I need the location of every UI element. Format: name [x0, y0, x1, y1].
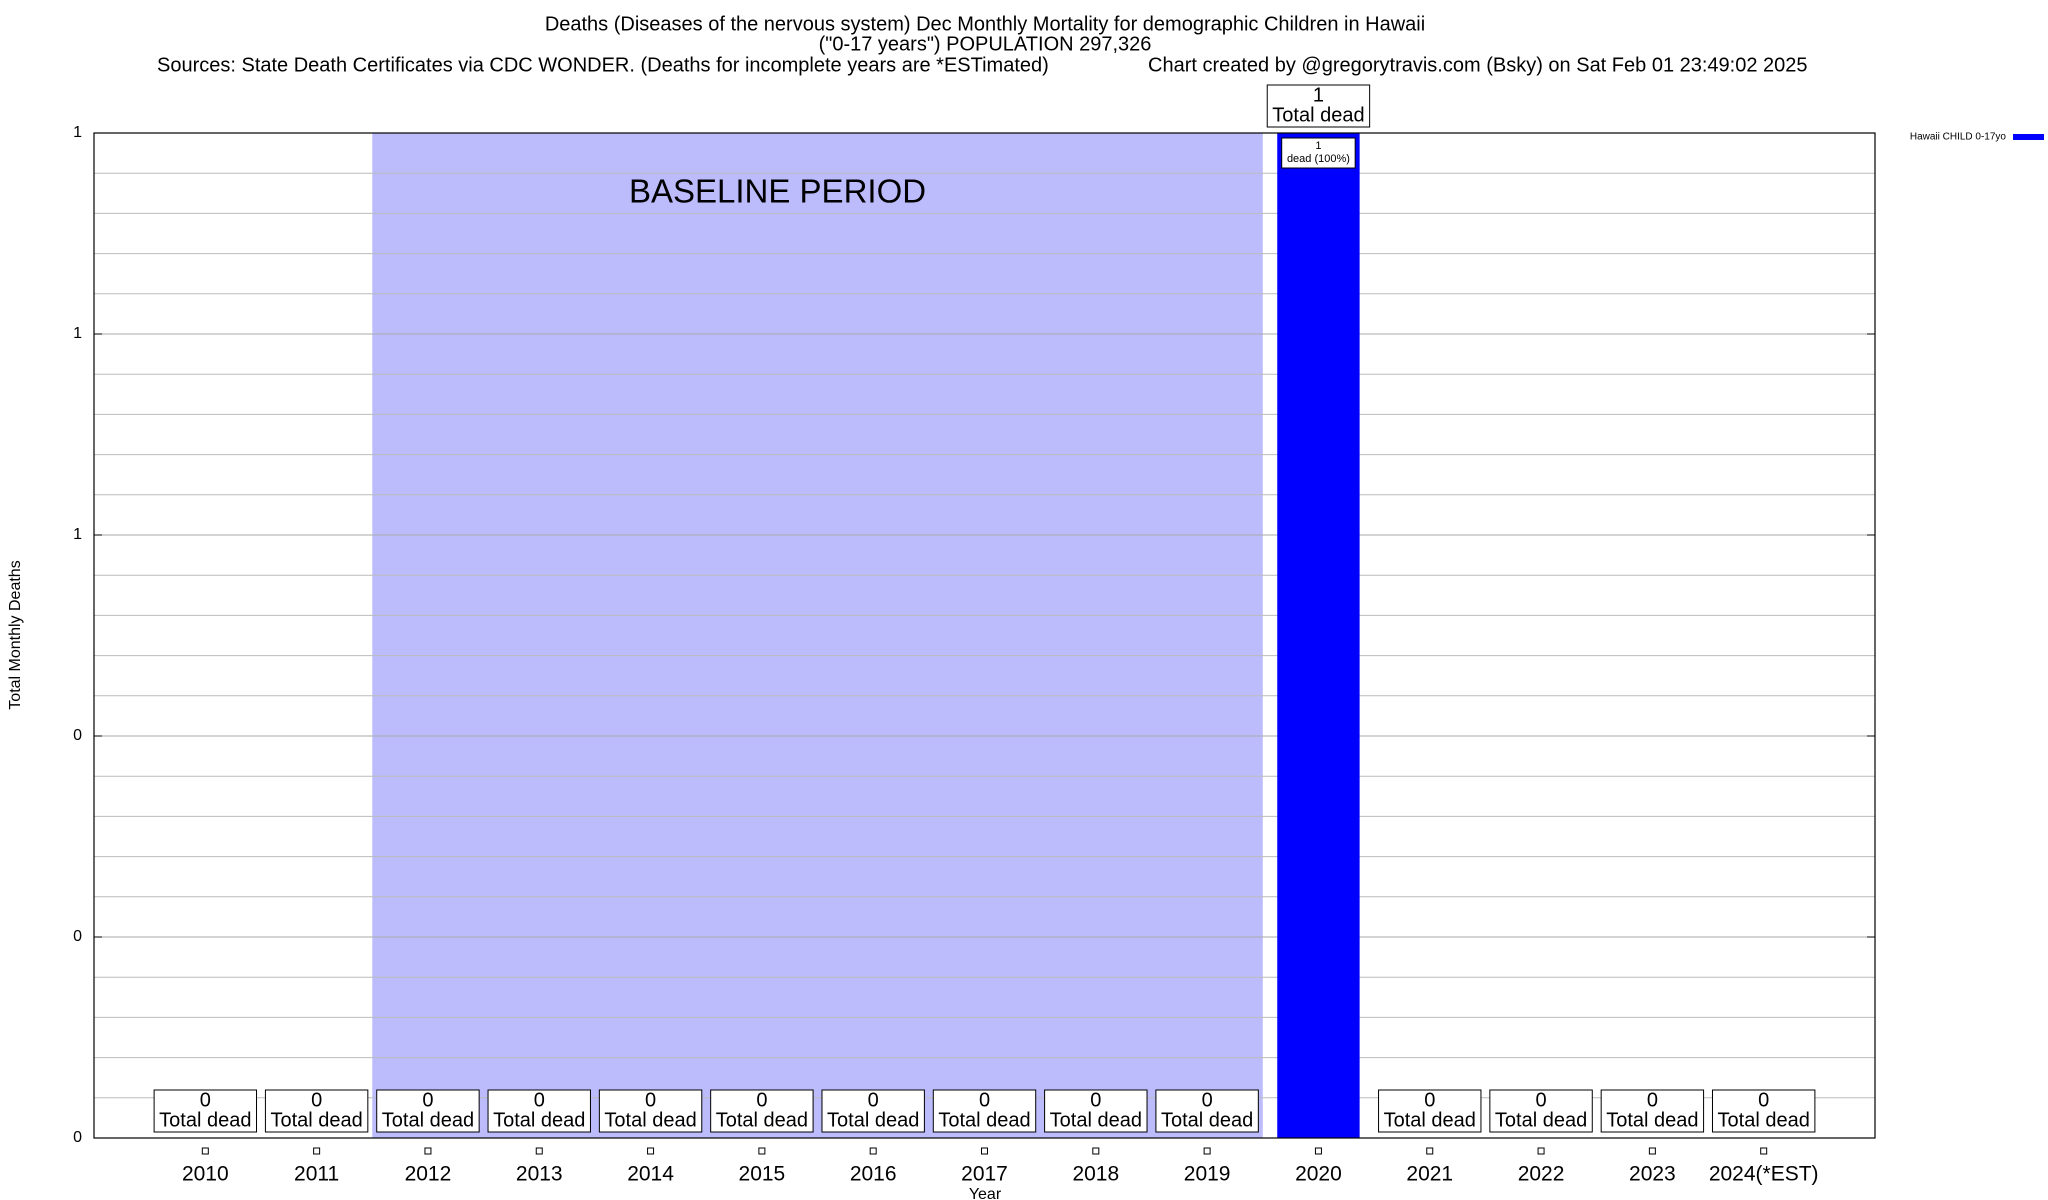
- x-tick-marker: [313, 1147, 321, 1155]
- x-tick-label: 2017: [961, 1163, 1008, 1186]
- y-tick-label: 0: [73, 928, 82, 945]
- plot-frame: [93, 132, 1876, 1139]
- x-tick-marker: [758, 1147, 766, 1155]
- value-label: 0: [868, 1089, 879, 1111]
- value-label: 0: [645, 1089, 656, 1111]
- value-label: 0: [1090, 1089, 1101, 1111]
- y-tick-label: 1: [73, 526, 82, 543]
- value-label-text: Total dead: [493, 1109, 585, 1131]
- x-tick-marker: [647, 1147, 655, 1155]
- value-label: 0: [200, 1089, 211, 1111]
- x-tick-marker: [424, 1147, 432, 1155]
- x-tick-marker: [1203, 1147, 1211, 1155]
- value-label-box: [932, 1089, 1037, 1133]
- value-label: 0: [1647, 1089, 1658, 1111]
- x-tick-label: 2015: [739, 1163, 786, 1186]
- value-label-text: Total dead: [270, 1109, 362, 1131]
- value-label-text: Total dead: [604, 1109, 696, 1131]
- value-label: 0: [1424, 1089, 1435, 1111]
- value-label-box: [487, 1089, 591, 1133]
- inner-label-box: [1281, 137, 1356, 169]
- value-label-box: [598, 1089, 703, 1133]
- x-tick-marker: [1314, 1147, 1322, 1155]
- x-tick-label: 2016: [850, 1163, 897, 1186]
- legend-swatch: [2013, 134, 2044, 140]
- value-label-box: [376, 1089, 480, 1133]
- bar: [1277, 133, 1360, 1138]
- x-tick-marker: [981, 1147, 988, 1155]
- x-tick-marker: [201, 1147, 209, 1155]
- value-label-text: Total dead: [1495, 1109, 1587, 1131]
- value-label-text: Total dead: [716, 1109, 808, 1131]
- y-tick-label: 1: [73, 124, 82, 141]
- value-label-text: Total dead: [1606, 1109, 1698, 1131]
- value-label-text: Total dead: [1050, 1109, 1142, 1131]
- x-tick-label: 2023: [1629, 1163, 1676, 1186]
- x-tick-marker: [535, 1147, 543, 1155]
- value-label: 0: [1758, 1089, 1769, 1111]
- x-tick-label: 2018: [1072, 1163, 1119, 1186]
- value-label-box: [821, 1089, 925, 1133]
- x-tick-marker: [1537, 1147, 1545, 1155]
- x-tick-label: 2013: [516, 1163, 563, 1186]
- value-label-text: Total dead: [1161, 1109, 1253, 1131]
- x-tick-marker: [1648, 1147, 1656, 1155]
- x-tick-marker: [869, 1147, 877, 1155]
- chart-title: Deaths (Diseases of the nervous system) …: [545, 13, 1425, 35]
- baseline-band: [372, 133, 1263, 1138]
- x-tick-label: 2021: [1406, 1163, 1453, 1186]
- y-tick-label: 0: [73, 727, 82, 744]
- value-label-box: [710, 1089, 814, 1133]
- value-label-box: [1155, 1089, 1259, 1133]
- value-label-box: [1489, 1089, 1593, 1133]
- value-label-box: [1600, 1089, 1705, 1133]
- x-axis-title: Year: [969, 1186, 1002, 1200]
- value-label: 0: [311, 1089, 322, 1111]
- value-label: 0: [534, 1089, 545, 1111]
- value-label-text: Total dead: [1272, 104, 1364, 126]
- y-tick-label: 0: [73, 1129, 82, 1146]
- chart-subtitle: ("0-17 years") POPULATION 297,326: [819, 33, 1152, 55]
- inner-label: dead (100%): [1287, 153, 1350, 165]
- sources: Sources: State Death Certificates via CD…: [157, 54, 1049, 76]
- y-tick-label: 1: [73, 325, 82, 342]
- value-label-box: [153, 1089, 258, 1133]
- x-tick-label: 2010: [182, 1163, 229, 1186]
- x-tick-label: 2024(*EST): [1709, 1163, 1819, 1186]
- value-label-text: Total dead: [1384, 1109, 1476, 1131]
- x-tick-label: 2022: [1518, 1163, 1565, 1186]
- value-label: 0: [756, 1089, 767, 1111]
- value-label: 0: [1202, 1089, 1213, 1111]
- value-label: 0: [979, 1089, 990, 1111]
- inner-value-label: 1: [1315, 140, 1321, 152]
- value-label-box: [264, 1089, 369, 1133]
- baseline-label: BASELINE PERIOD: [629, 173, 926, 210]
- value-label-text: Total dead: [159, 1109, 251, 1131]
- x-tick-label: 2020: [1295, 1163, 1342, 1186]
- value-label: 0: [422, 1089, 433, 1111]
- value-label-text: Total dead: [382, 1109, 474, 1131]
- legend-label: Hawaii CHILD 0-17yo: [1910, 132, 2007, 143]
- value-label-box: [1044, 1089, 1148, 1133]
- value-label-text: Total dead: [827, 1109, 919, 1131]
- value-label-box: [1378, 1089, 1482, 1133]
- x-tick-marker: [1760, 1147, 1768, 1155]
- credit: Chart created by @gregorytravis.com (Bsk…: [1148, 54, 1808, 76]
- y-axis-title: Total Monthly Deaths: [7, 560, 24, 709]
- value-label-text: Total dead: [938, 1109, 1030, 1131]
- value-label-box: [1711, 1089, 1816, 1133]
- x-tick-label: 2012: [405, 1163, 452, 1186]
- x-tick-marker: [1092, 1147, 1100, 1155]
- value-label: 1: [1313, 84, 1324, 106]
- value-label: 0: [1536, 1089, 1547, 1111]
- x-tick-label: 2019: [1184, 1163, 1231, 1186]
- x-tick-marker: [1426, 1147, 1434, 1155]
- value-label-text: Total dead: [1718, 1109, 1810, 1131]
- value-label-box: [1266, 84, 1371, 128]
- x-tick-label: 2014: [627, 1163, 674, 1186]
- x-tick-label: 2011: [294, 1163, 339, 1186]
